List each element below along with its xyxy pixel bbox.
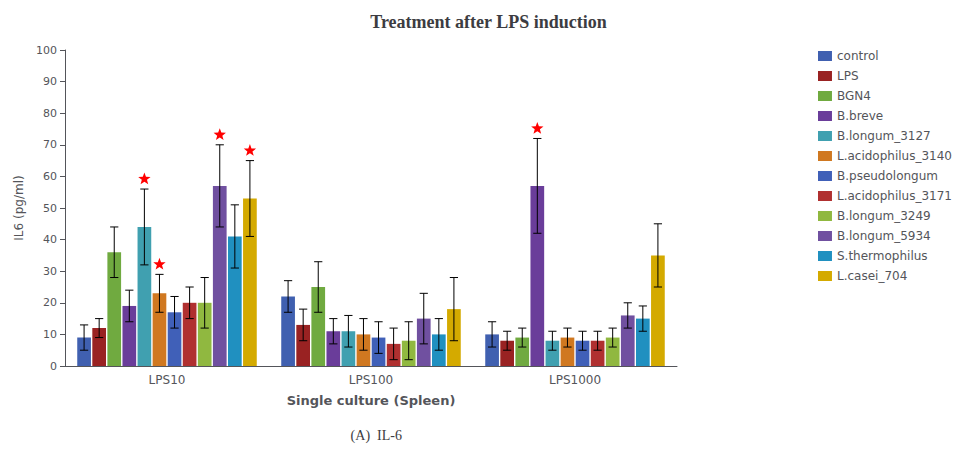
svg-text:70: 70 [43, 138, 57, 151]
svg-text:50: 50 [43, 202, 57, 215]
svg-text:100: 100 [36, 44, 57, 57]
svg-text:LPS10: LPS10 [149, 373, 186, 387]
svg-text:LPS100: LPS100 [349, 373, 393, 387]
svg-text:BGN4: BGN4 [837, 89, 871, 103]
svg-text:B.longum_3249: B.longum_3249 [837, 209, 931, 223]
svg-text:60: 60 [43, 170, 57, 183]
svg-text:LPS: LPS [837, 69, 859, 83]
svg-text:L.acidophilus_3171: L.acidophilus_3171 [837, 189, 952, 203]
svg-text:S.thermophilus: S.thermophilus [837, 249, 928, 263]
svg-text:B.longum_5934: B.longum_5934 [837, 229, 931, 243]
svg-text:Treatment after LPS induction: Treatment after LPS induction [370, 12, 607, 32]
svg-text:(A) IL-6: (A) IL-6 [351, 428, 402, 444]
svg-text:20: 20 [43, 296, 57, 309]
svg-text:10: 10 [43, 328, 57, 341]
svg-text:80: 80 [43, 107, 57, 120]
svg-text:B.longum_3127: B.longum_3127 [837, 129, 931, 143]
svg-text:0: 0 [50, 360, 57, 373]
svg-text:Single culture (Spleen): Single culture (Spleen) [287, 393, 456, 408]
svg-text:40: 40 [43, 233, 57, 246]
svg-text:B.pseudolongum: B.pseudolongum [837, 169, 938, 183]
svg-text:B.breve: B.breve [837, 109, 883, 123]
svg-text:L.acidophilus_3140: L.acidophilus_3140 [837, 149, 952, 163]
svg-text:90: 90 [43, 75, 57, 88]
svg-text:IL6 (pg/ml): IL6 (pg/ml) [12, 175, 26, 240]
svg-text:LPS1000: LPS1000 [549, 373, 601, 387]
svg-text:L.casei_704: L.casei_704 [837, 269, 907, 283]
svg-text:control: control [837, 49, 879, 63]
svg-text:30: 30 [43, 265, 57, 278]
